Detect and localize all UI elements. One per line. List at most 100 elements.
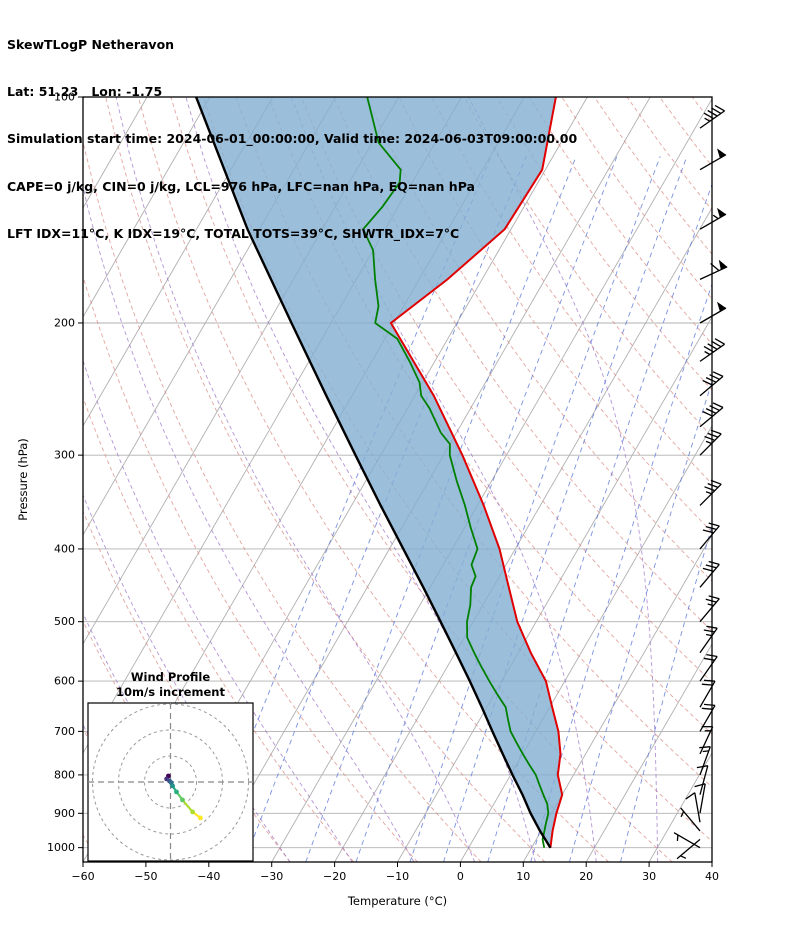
x-tick-label: −50 [134, 870, 157, 883]
shaded-area [196, 97, 563, 848]
header-block: SkewTLogP Netheravon Lat: 51.23 Lon: -1.… [7, 5, 577, 274]
wind-barb-feather [709, 405, 720, 411]
wind-barb-feather [709, 374, 720, 380]
wind-barb-pennant [717, 207, 726, 218]
y-tick-label: 700 [54, 725, 75, 738]
wind-barb-feather [704, 486, 716, 492]
wind-barb-feather [685, 792, 696, 800]
parcel-curve [194, 97, 552, 849]
wind-barb-feather [711, 340, 722, 348]
hodograph-trace-point [174, 789, 179, 795]
wind-barb-staff [699, 154, 727, 171]
wind-barb-pennant [717, 148, 726, 159]
wind-barb-pennant [717, 301, 726, 312]
x-tick-label: −20 [323, 870, 346, 883]
wind-barb-half-feather [705, 440, 712, 445]
wind-barb-staff [699, 783, 706, 814]
wind-barb-half-feather [680, 855, 687, 859]
figure-title: SkewTLogP Netheravon [7, 36, 175, 52]
wind-barb-feather [705, 408, 717, 414]
wind-barb-pennant [718, 259, 728, 270]
wind-barb-feather [705, 525, 717, 531]
wind-barb-feather [703, 679, 716, 682]
wind-barb-staff [699, 266, 728, 280]
hodograph-trace-point [180, 797, 185, 803]
hodograph-subtitle: 10m/s increment [116, 685, 225, 699]
y-tick-label: 1000 [47, 841, 75, 854]
x-tick-label: −30 [260, 870, 283, 883]
wind-barb-feather [704, 435, 716, 441]
wind-barb-feather [712, 371, 724, 377]
hodograph-ring [118, 729, 223, 835]
dewpoint-curve [362, 97, 550, 848]
hodograph-ring [144, 755, 197, 809]
y-tick-label: 600 [54, 675, 75, 688]
wind-barb-half-feather [676, 834, 679, 841]
header-times: Simulation start time: 2024-06-01_00:00:… [7, 131, 578, 147]
wind-barb-staff [694, 792, 701, 823]
wind-barb-feather [707, 432, 719, 438]
wind-barb-feather [708, 560, 720, 566]
y-axis-label: Pressure (hPa) [16, 438, 30, 521]
wind-barb-staff [699, 765, 709, 795]
hodograph-trace-point [198, 815, 203, 821]
wind-barb-staff [699, 213, 727, 230]
axis-ticks: −60 −50 −40 −30 −20 −10 0 10 20 30 40 100 200 300 400 5… [47, 91, 719, 884]
x-tick-label: −60 [71, 870, 94, 883]
x-axis-label: Temperature (°C) [347, 894, 447, 908]
temperature-curve [389, 97, 564, 848]
wind-barb-half-feather [705, 633, 713, 637]
wind-barb-feather [708, 595, 720, 600]
y-tick-label: 300 [54, 449, 75, 462]
wind-barb-feather [696, 765, 708, 769]
sounding-curves [194, 97, 564, 849]
wind-barb-feather [703, 657, 715, 661]
x-tick-label: 10 [516, 870, 530, 883]
wind-barb-feather [714, 338, 725, 345]
y-tick-label: 500 [54, 615, 75, 628]
y-tick-label: 800 [54, 768, 75, 781]
wind-barb-feather [711, 107, 722, 114]
wind-barb-feather [703, 703, 716, 707]
wind-barb-half-feather [680, 811, 685, 818]
y-tick-label: 900 [54, 807, 75, 820]
wind-barb-feather [705, 564, 717, 569]
wind-barb-feather [701, 707, 713, 710]
x-tick-label: 40 [705, 870, 719, 883]
wind-barb-half-feather [704, 350, 711, 356]
wind-barb-feather [702, 379, 713, 386]
hodograph-ring [92, 703, 249, 861]
hodograph-title: Wind Profile [131, 670, 211, 684]
y-tick-label: 100 [54, 91, 75, 104]
wind-barb-half-feather [704, 117, 711, 122]
wind-barbs [673, 104, 728, 860]
wind-barb-half-feather [702, 750, 709, 753]
wind-barb-feather [708, 522, 720, 527]
wind-barb-feather [694, 783, 706, 788]
x-tick-label: 0 [457, 870, 464, 883]
x-tick-label: −10 [386, 870, 409, 883]
x-tick-label: 20 [579, 870, 593, 883]
header-indices-2: LFT IDX=11°C, K IDX=19°C, TOTAL TOTS=39°… [7, 226, 460, 242]
wind-barb-half-feather [712, 214, 719, 220]
wind-barb-feather [712, 402, 724, 409]
wind-barb-feather [707, 482, 719, 489]
header-latlon: Lat: 51.23 Lon: -1.75 [7, 83, 163, 99]
wind-barb-feather [703, 629, 715, 633]
wind-barb-feather [705, 377, 717, 383]
hodograph-trace-point [190, 809, 196, 815]
header-indices-1: CAPE=0 j/kg, CIN=0 j/kg, LCL=976 hPa, LF… [7, 178, 475, 194]
y-tick-label: 400 [54, 542, 75, 555]
wind-barb-staff [699, 307, 727, 324]
wind-barb-feather [705, 598, 717, 603]
y-tick-label: 200 [54, 316, 75, 329]
x-tick-label: 30 [642, 870, 656, 883]
wind-barb-feather [702, 410, 713, 417]
hodograph-trace-point [170, 783, 176, 789]
wind-barb-feather [699, 746, 711, 749]
wind-barb-feather [701, 683, 713, 686]
hodograph-trace-segment [181, 799, 194, 813]
